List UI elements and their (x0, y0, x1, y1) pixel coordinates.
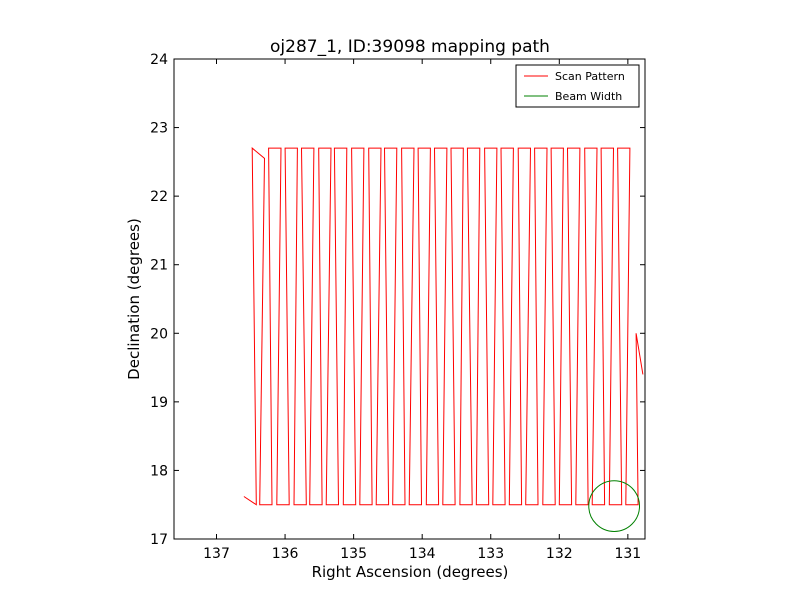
x-axis-ticks: 137 136 135 134 133 132 131 (203, 59, 641, 562)
data-layer (243, 147, 644, 532)
x-tick-label: 133 (477, 546, 504, 562)
y-axis-label: Declination (degrees) (125, 218, 143, 380)
y-tick-label: 19 (150, 395, 168, 411)
x-tick-label: 132 (546, 546, 573, 562)
beam-width-circle (588, 480, 641, 532)
y-axis-ticks: 17 18 19 20 21 22 23 24 (150, 52, 645, 548)
y-tick-label: 22 (150, 189, 168, 205)
chart-title: oj287_1, ID:39098 mapping path (270, 37, 550, 57)
legend: Scan Pattern Beam Width (515, 64, 640, 108)
y-tick-label: 24 (150, 52, 168, 68)
x-tick-label: 134 (409, 546, 436, 562)
legend-beam-width-label: Beam Width (555, 90, 622, 103)
y-tick-label: 21 (150, 258, 168, 274)
x-tick-label: 137 (203, 546, 230, 562)
y-tick-label: 17 (150, 532, 168, 548)
y-tick-label: 18 (150, 463, 168, 479)
legend-box (515, 64, 640, 108)
scan-pattern-line (243, 147, 644, 506)
x-tick-label: 135 (340, 546, 367, 562)
y-tick-label: 20 (150, 326, 168, 342)
plot-frame (173, 58, 646, 540)
x-axis-label: Right Ascension (degrees) (312, 563, 509, 581)
x-tick-label: 136 (272, 546, 299, 562)
legend-scan-pattern-label: Scan Pattern (555, 70, 625, 83)
y-tick-label: 23 (150, 121, 168, 137)
x-tick-label: 131 (614, 546, 641, 562)
